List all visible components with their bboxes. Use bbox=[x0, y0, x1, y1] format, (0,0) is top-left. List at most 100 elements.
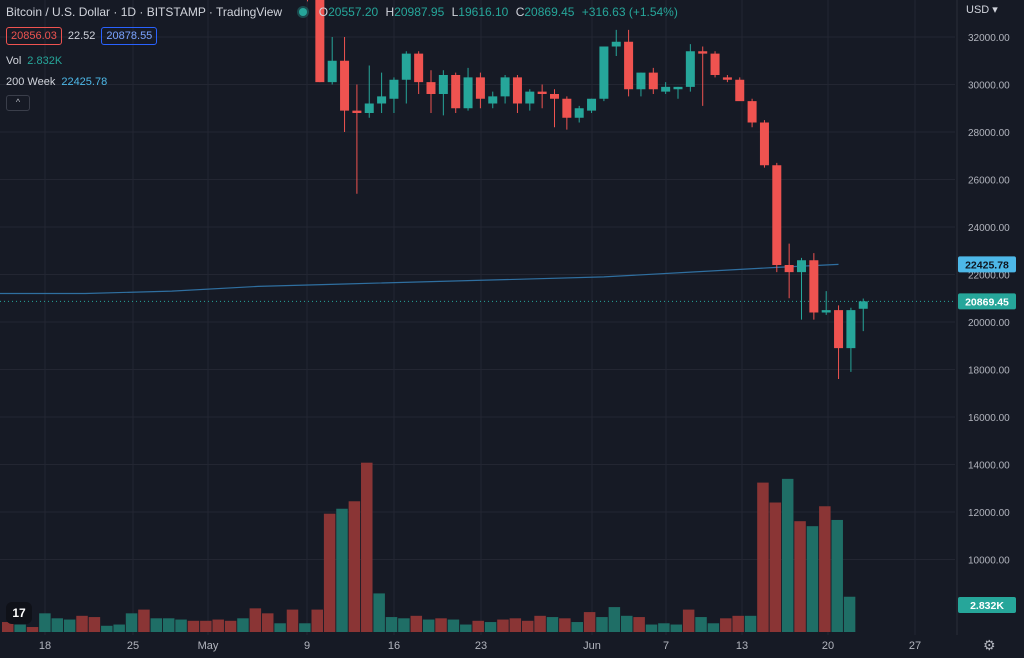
volume-bar bbox=[422, 619, 435, 632]
volume-bar bbox=[249, 608, 262, 632]
date-tick-label: 7 bbox=[663, 640, 669, 652]
volume-bar bbox=[373, 593, 385, 632]
volume-badge: 2.832K bbox=[970, 600, 1004, 612]
volume-bar bbox=[695, 617, 707, 632]
volume-bar bbox=[460, 624, 472, 632]
date-tick-label: 20 bbox=[822, 640, 834, 652]
high-value: 20987.95 bbox=[394, 5, 445, 19]
ma-indicator-legend[interactable]: 200 Week 22425.78 bbox=[6, 76, 107, 88]
volume-bar bbox=[175, 619, 187, 632]
volume-bar bbox=[472, 620, 484, 632]
tradingview-logo[interactable]: 17 bbox=[6, 602, 32, 624]
price-tick-label: 20000.00 bbox=[968, 318, 1010, 329]
candle-body bbox=[710, 53, 720, 75]
candle-body bbox=[722, 77, 732, 80]
candle-body bbox=[475, 77, 485, 99]
price-tick-label: 10000.00 bbox=[968, 556, 1010, 567]
volume-bar bbox=[546, 617, 559, 632]
volume-bar bbox=[138, 609, 150, 632]
candle-body bbox=[846, 310, 856, 349]
volume-bar bbox=[286, 609, 299, 632]
volume-indicator-legend[interactable]: Vol 2.832K bbox=[6, 55, 62, 67]
last-price-badge-bg bbox=[958, 293, 1016, 310]
ma-indicator-value: 22425.78 bbox=[61, 76, 108, 88]
price-tick-label: 18000.00 bbox=[968, 366, 1010, 377]
date-tick-label: 25 bbox=[127, 640, 139, 652]
volume-badge-bg bbox=[958, 597, 1016, 613]
last-price-badge: 20869.45 bbox=[965, 296, 1009, 308]
candle-body bbox=[525, 91, 535, 104]
gear-icon[interactable]: ⚙ bbox=[983, 637, 996, 653]
open-label: O bbox=[318, 5, 329, 19]
volume-bar bbox=[521, 620, 534, 632]
volume-bar bbox=[361, 462, 373, 632]
price-tick-label: 26000.00 bbox=[968, 176, 1010, 187]
low-label: L bbox=[451, 5, 459, 19]
volume-bar bbox=[2, 622, 14, 632]
price-tick-label: 16000.00 bbox=[968, 413, 1010, 424]
volume-bar bbox=[769, 502, 782, 632]
quote-panel: 20856.03 22.52 20878.55 bbox=[6, 27, 158, 45]
price-tick-label: 30000.00 bbox=[968, 81, 1010, 92]
ma-price-badge: 22425.78 bbox=[965, 259, 1009, 271]
candle-body bbox=[648, 72, 658, 90]
candle-body bbox=[364, 103, 374, 113]
date-tick-label: 13 bbox=[736, 640, 748, 652]
sell-price-button[interactable]: 20856.03 bbox=[6, 27, 62, 45]
volume-bar bbox=[831, 519, 843, 632]
candle-body bbox=[735, 79, 745, 102]
volume-bar bbox=[806, 526, 819, 632]
collapse-legend-button[interactable]: ^ bbox=[6, 95, 30, 111]
candle-body bbox=[500, 77, 510, 97]
volume-indicator-name: Vol bbox=[6, 55, 22, 67]
volume-bar bbox=[274, 623, 286, 632]
volume-bar bbox=[336, 508, 348, 632]
volume-bar bbox=[398, 618, 410, 632]
volume-bar bbox=[509, 618, 522, 632]
candle-body bbox=[537, 91, 547, 94]
volume-bar bbox=[583, 612, 596, 632]
volume-bar bbox=[323, 513, 336, 632]
volume-bar bbox=[621, 615, 633, 632]
volume-bar bbox=[63, 619, 76, 632]
volume-bar bbox=[843, 596, 856, 632]
volume-bar bbox=[497, 619, 509, 632]
candle-body bbox=[809, 260, 819, 313]
volume-bar bbox=[794, 521, 806, 632]
candle-body bbox=[438, 75, 448, 94]
candle-body bbox=[747, 101, 757, 123]
volume-bar bbox=[311, 609, 323, 632]
date-tick-label: Jun bbox=[583, 640, 601, 652]
volume-bar bbox=[757, 482, 769, 632]
volume-bar bbox=[571, 622, 583, 632]
candle-body bbox=[685, 51, 695, 87]
price-tick-label: 14000.00 bbox=[968, 461, 1010, 472]
close-label: C bbox=[515, 5, 525, 19]
symbol-title: Bitcoin / U.S. Dollar · 1D · BITSTAMP · … bbox=[6, 5, 283, 19]
volume-bar bbox=[113, 624, 125, 632]
volume-bar bbox=[608, 607, 621, 632]
candle-body bbox=[587, 98, 597, 111]
date-tick-label: 18 bbox=[39, 640, 51, 652]
price-tick-label: 22000.00 bbox=[968, 271, 1010, 282]
volume-bar bbox=[200, 620, 212, 632]
candle-body bbox=[315, 0, 325, 83]
volume-bar bbox=[150, 618, 163, 632]
buy-price-button[interactable]: 20878.55 bbox=[101, 27, 158, 45]
volume-bar bbox=[645, 624, 658, 632]
volume-bar bbox=[720, 618, 732, 632]
high-label: H bbox=[385, 5, 395, 19]
candle-body bbox=[389, 79, 399, 99]
volume-bar bbox=[732, 615, 744, 632]
volume-bar bbox=[88, 617, 101, 632]
candle-body bbox=[784, 265, 794, 273]
price-tick-label: 32000.00 bbox=[968, 33, 1010, 44]
ma-200w-line bbox=[0, 263, 839, 299]
currency-selector[interactable]: USD ▾ bbox=[966, 4, 998, 16]
candle-body bbox=[340, 60, 350, 111]
candle-body bbox=[512, 77, 522, 104]
candle-body bbox=[821, 310, 831, 313]
candle-body bbox=[550, 94, 559, 99]
volume-bar bbox=[435, 618, 447, 632]
